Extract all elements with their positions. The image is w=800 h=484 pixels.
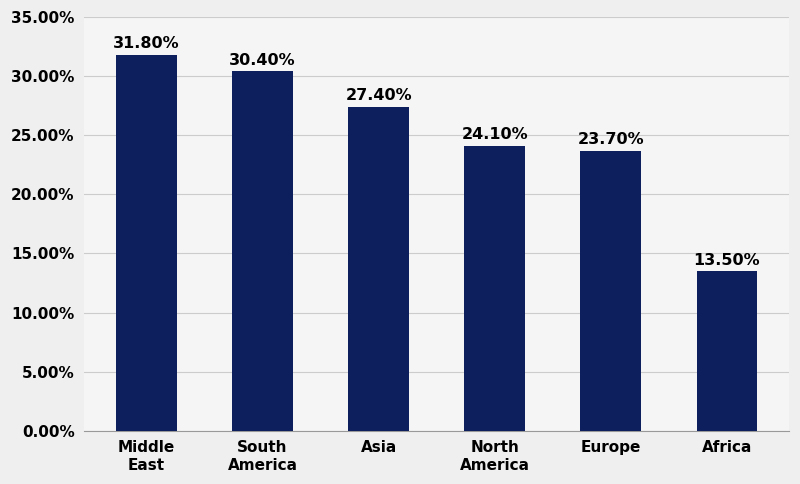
Bar: [465, 146, 525, 431]
Text: 23.70%: 23.70%: [578, 132, 644, 147]
Text: 30.40%: 30.40%: [230, 53, 296, 68]
Text: 24.10%: 24.10%: [462, 127, 528, 142]
Bar: [349, 107, 409, 431]
Bar: [697, 271, 757, 431]
Bar: [581, 151, 641, 431]
Text: 13.50%: 13.50%: [694, 253, 760, 268]
Text: 27.40%: 27.40%: [346, 89, 412, 104]
Text: 31.80%: 31.80%: [114, 36, 180, 51]
Bar: [232, 72, 293, 431]
Bar: [116, 55, 177, 431]
